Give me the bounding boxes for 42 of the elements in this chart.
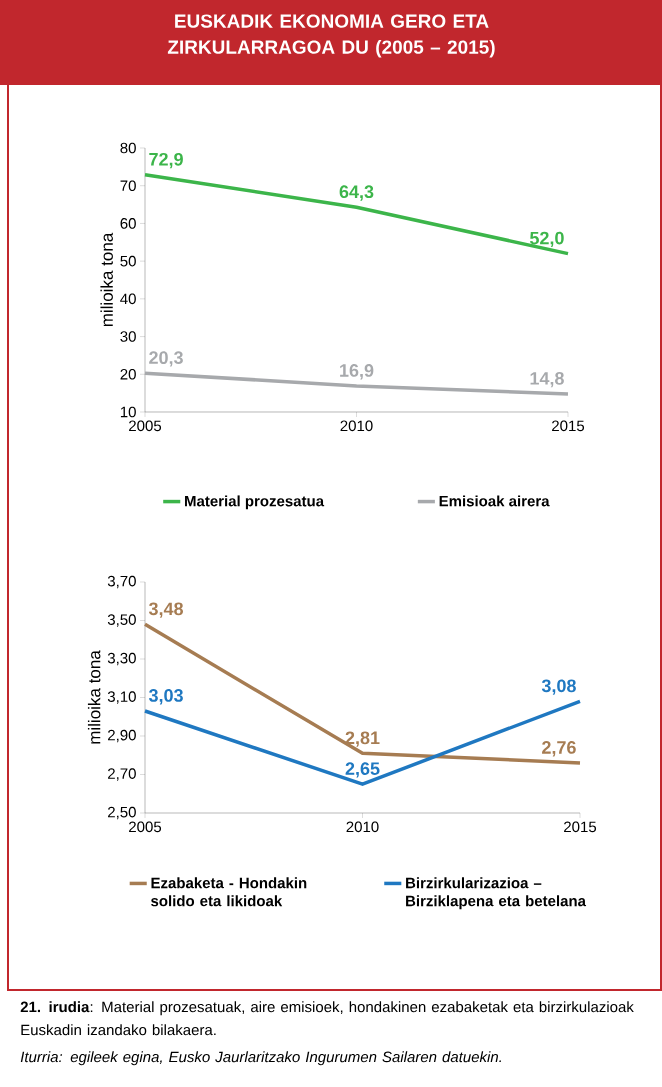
y-tick-label: 20 <box>120 368 136 380</box>
text: Iturria: egileek egina, Eusko Jaurlaritzako Ingurumen Sailaren datuekin. <box>20 1051 502 1066</box>
data-label: 3,08 <box>541 679 576 695</box>
data-label: 16,9 <box>340 364 374 380</box>
y-tick-label: 30 <box>120 331 136 342</box>
y-tick-label: 70 <box>120 180 136 192</box>
x-tick-label: 2010 <box>346 821 379 833</box>
data-label: 3,03 <box>148 689 183 705</box>
data-label: 3,48 <box>148 602 184 618</box>
y-tick-label: 2,90 <box>108 729 136 743</box>
y-tick-label: 60 <box>120 218 136 229</box>
y-tick-label: 10 <box>120 406 136 418</box>
data-label: 2,76 <box>542 741 576 757</box>
data-label: 64,3 <box>339 185 374 201</box>
y-tick-label: 50 <box>120 255 136 267</box>
legend-label: Emisioak airera <box>439 495 550 507</box>
data-label: 20,3 <box>149 351 183 367</box>
data-label: 2,65 <box>345 762 380 778</box>
y-tick-label: 3,70 <box>107 575 136 589</box>
y-tick-label: 2,50 <box>108 806 136 820</box>
legend-label: Material prozesatua <box>185 495 325 510</box>
data-label: 14,8 <box>530 371 564 388</box>
y-tick-label: 80 <box>120 142 136 154</box>
text: 21. irudia: Material prozesatuak, aire emisioek, hondakinen ezabaketak eta birzirkulazioak Euskadin izandako bilakaera. <box>20 1001 634 1036</box>
x-tick-label: 2015 <box>552 420 585 432</box>
legend-label: Birzirkularizazioa – Birziklapena eta betelana <box>406 877 587 910</box>
data-label: 72,9 <box>149 152 183 169</box>
y-axis-title: milioika tona <box>87 650 101 744</box>
y-tick-label: 3,10 <box>107 691 136 704</box>
y-tick-label: 2,70 <box>108 768 136 781</box>
chart-title: EUSKADIK EKONOMIA GERO ETA ZIRKULARRAGOA DU (2005 – 2015) <box>167 14 495 58</box>
y-tick-label: 3,30 <box>107 652 136 666</box>
x-tick-label: 2015 <box>564 821 597 833</box>
x-tick-label: 2005 <box>129 420 162 432</box>
x-tick-label: 2005 <box>129 821 162 833</box>
data-label: 52,0 <box>529 231 564 248</box>
data-label: 2,81 <box>345 731 380 747</box>
y-tick-label: 3,50 <box>107 614 136 627</box>
y-axis-title: milioika tona <box>100 232 113 327</box>
legend-label: Ezabaketa - Hondakin solido eta likidoak <box>151 877 307 907</box>
x-tick-label: 2010 <box>340 420 373 432</box>
y-tick-label: 40 <box>120 293 136 305</box>
